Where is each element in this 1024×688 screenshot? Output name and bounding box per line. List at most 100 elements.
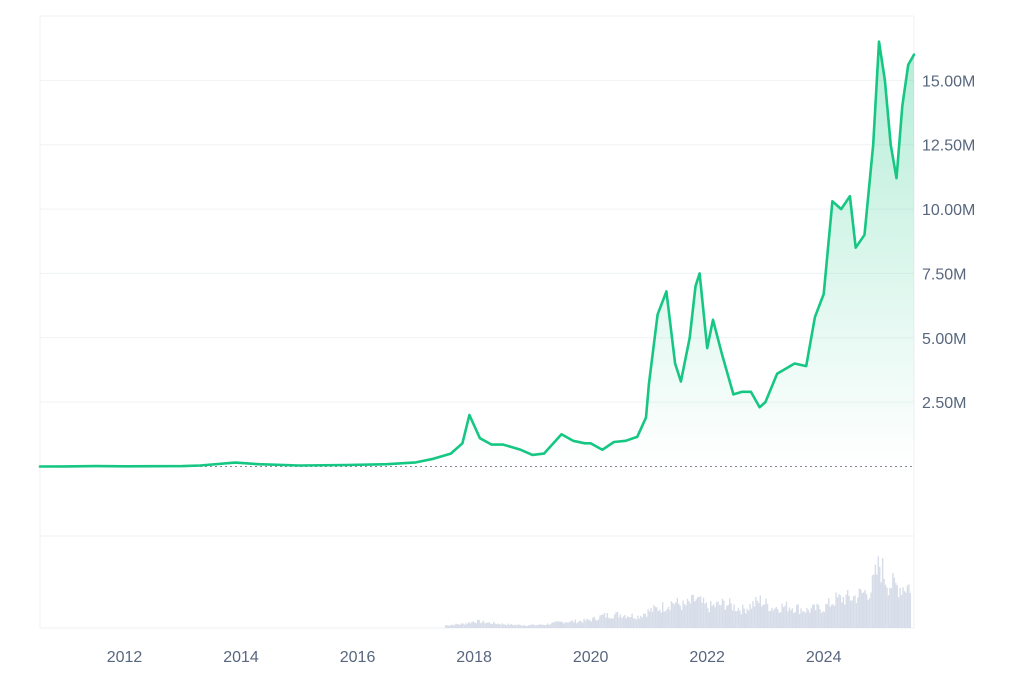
volume-bar bbox=[503, 624, 505, 628]
price-area bbox=[40, 41, 914, 467]
volume-bar bbox=[510, 623, 512, 628]
volume-bar bbox=[835, 592, 837, 628]
volume-bar bbox=[485, 622, 488, 628]
volume-bar bbox=[539, 624, 542, 628]
volume-bar bbox=[822, 611, 824, 628]
volume-bar bbox=[796, 605, 798, 628]
volume-bar bbox=[532, 624, 534, 628]
volume-bar bbox=[628, 617, 630, 628]
volume-bar bbox=[456, 624, 459, 628]
volume-bar bbox=[570, 620, 572, 628]
volume-bar bbox=[621, 618, 623, 628]
volume-bar bbox=[870, 592, 872, 628]
volume-bar bbox=[758, 603, 760, 628]
volume-bar bbox=[768, 611, 770, 628]
volume-bar bbox=[759, 595, 761, 628]
volume-bar bbox=[517, 624, 520, 628]
volume-bar bbox=[724, 609, 727, 628]
volume-bar bbox=[702, 597, 705, 628]
volume-bar bbox=[675, 602, 677, 628]
volume-layer bbox=[444, 556, 912, 628]
volume-bar bbox=[484, 623, 486, 628]
volume-bar bbox=[823, 611, 826, 628]
volume-bar bbox=[865, 594, 868, 628]
volume-bar bbox=[465, 623, 467, 628]
volume-bar bbox=[730, 603, 732, 628]
volume-bar bbox=[640, 615, 642, 628]
volume-bar bbox=[755, 597, 757, 628]
volume-bar bbox=[852, 596, 855, 628]
volume-bar bbox=[596, 620, 598, 628]
volume-bar bbox=[669, 610, 671, 628]
volume-bar bbox=[890, 588, 893, 628]
volume-bar bbox=[779, 612, 782, 628]
volume-bar bbox=[511, 624, 514, 628]
volume-bar bbox=[845, 594, 847, 628]
volume-bar bbox=[836, 597, 839, 628]
volume-bar bbox=[711, 605, 713, 628]
volume-bar bbox=[682, 600, 684, 628]
volume-bar bbox=[718, 604, 721, 628]
volume-bar bbox=[460, 623, 463, 628]
volume-bar bbox=[810, 608, 812, 628]
volume-bar bbox=[729, 598, 731, 628]
volume-bar bbox=[906, 585, 909, 628]
volume-bar bbox=[447, 625, 450, 628]
volume-bar bbox=[574, 619, 576, 628]
volume-bar bbox=[667, 606, 670, 628]
volume-bar bbox=[688, 601, 690, 628]
volume-bar bbox=[679, 605, 681, 628]
volume-bar bbox=[683, 604, 686, 628]
volume-bar bbox=[749, 603, 751, 628]
volume-bar bbox=[472, 621, 475, 628]
volume-bar bbox=[778, 612, 780, 628]
volume-bar bbox=[819, 609, 821, 628]
volume-bar bbox=[746, 608, 748, 628]
volume-bar bbox=[463, 624, 466, 628]
volume-bar bbox=[801, 611, 804, 628]
volume-bar bbox=[707, 608, 709, 628]
y-tick-label: 12.50M bbox=[922, 138, 975, 155]
volume-bar bbox=[648, 611, 651, 628]
volume-bar bbox=[800, 608, 802, 628]
volume-bar bbox=[698, 596, 700, 628]
volume-bar bbox=[527, 625, 530, 628]
volume-bar bbox=[638, 618, 641, 628]
volume-bar bbox=[564, 622, 566, 628]
volume-bar bbox=[892, 573, 894, 628]
volume-bar bbox=[661, 602, 664, 628]
volume-bar bbox=[883, 578, 885, 628]
x-axis: 2012 2014 2016 2018 2020 2022 2024 bbox=[107, 649, 842, 666]
volume-bar bbox=[807, 610, 810, 628]
volume-bar bbox=[641, 617, 644, 628]
volume-bar bbox=[571, 620, 574, 628]
volume-bar bbox=[893, 577, 896, 628]
volume-bar bbox=[611, 618, 613, 628]
volume-bar bbox=[838, 594, 840, 628]
volume-bar bbox=[491, 624, 493, 628]
volume-bar bbox=[477, 619, 479, 628]
volume-bar bbox=[599, 615, 601, 628]
volume-bar bbox=[900, 595, 903, 628]
volume-bar bbox=[899, 587, 901, 628]
volume-bar bbox=[546, 623, 549, 628]
volume-bar bbox=[672, 602, 674, 628]
volume-bar bbox=[645, 616, 648, 628]
volume-bar bbox=[720, 605, 722, 628]
volume-bar bbox=[597, 619, 600, 628]
volume-bar bbox=[793, 612, 795, 628]
volume-bar bbox=[516, 625, 518, 628]
volume-bar bbox=[530, 624, 533, 628]
volume-bar bbox=[731, 610, 734, 628]
y-tick-label: 15.00M bbox=[922, 73, 975, 90]
volume-bar bbox=[721, 598, 724, 628]
volume-bar bbox=[673, 604, 676, 628]
volume-bar bbox=[629, 617, 632, 628]
volume-bar bbox=[622, 616, 625, 628]
volume-bar bbox=[717, 601, 719, 628]
volume-bar bbox=[670, 601, 673, 628]
volume-bar bbox=[495, 624, 498, 628]
volume-bar bbox=[699, 596, 702, 628]
volume-bar bbox=[529, 624, 531, 628]
